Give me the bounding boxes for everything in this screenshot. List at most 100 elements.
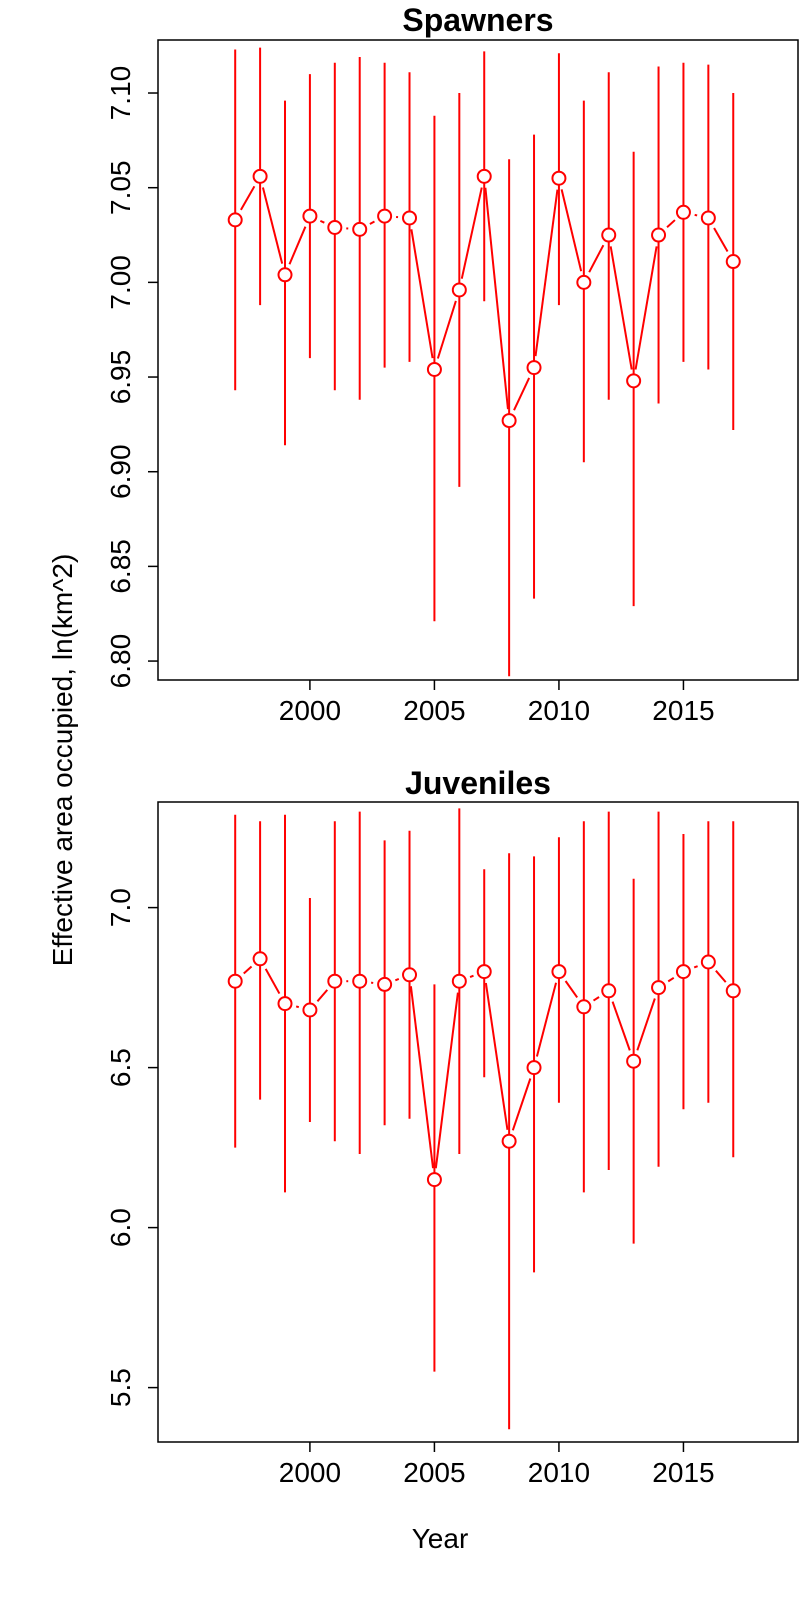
juveniles-connector	[715, 970, 727, 983]
spawners-point	[327, 219, 343, 235]
juveniles-point	[626, 1053, 642, 1069]
spawners-connector	[369, 220, 375, 225]
spawners-panel: Spawners 2000 2005 2010 2015 6.806.856.906.…	[105, 2, 799, 726]
juveniles-connector	[264, 968, 281, 995]
spawners-connector	[534, 189, 559, 357]
juveniles-x-tick-label: 2010	[528, 1457, 590, 1488]
spawners-point	[377, 208, 393, 224]
juveniles-connector	[243, 965, 253, 975]
spawners-point	[277, 267, 293, 283]
juveniles-point	[526, 1060, 542, 1076]
spawners-point	[501, 413, 517, 429]
juveniles-point	[551, 964, 567, 980]
juveniles-y-tick-label: 5.5	[105, 1368, 136, 1407]
juveniles-point	[451, 973, 467, 989]
spawners-x-tick-label: 2000	[279, 695, 341, 726]
spawners-point	[576, 274, 592, 290]
juveniles-point	[402, 967, 418, 983]
spawners-point	[402, 210, 418, 226]
juveniles-point	[426, 1172, 442, 1188]
juveniles-plot-frame	[157, 801, 799, 1443]
juveniles-point	[675, 964, 691, 980]
juveniles-connector	[434, 992, 459, 1169]
spawners-point	[352, 221, 368, 237]
spawners-connector	[261, 187, 284, 264]
spawners-x-tick-label: 2015	[652, 695, 714, 726]
juveniles-title: Juveniles	[405, 765, 551, 801]
juveniles-point	[601, 983, 617, 999]
spawners-connector	[240, 185, 256, 211]
spawners-plot-frame	[157, 39, 799, 681]
juveniles-y-axis: 5.5 6.0 6.5 7.0	[105, 888, 158, 1407]
spawners-point	[626, 373, 642, 389]
spawners-connector	[713, 227, 729, 253]
juveniles-y-tick-label: 6.5	[105, 1048, 136, 1087]
juveniles-connector	[511, 1078, 532, 1131]
spawners-connector	[410, 229, 434, 359]
spawners-point	[601, 227, 617, 243]
juveniles-x-tick-label: 2015	[652, 1457, 714, 1488]
y-axis-title: Effective area occupied, ln(km^2)	[47, 554, 78, 967]
spawners-connector	[694, 213, 698, 217]
spawners-connectors	[240, 185, 729, 411]
spawners-point	[551, 170, 567, 186]
juveniles-point	[725, 983, 741, 999]
spawners-x-tick-label: 2010	[528, 695, 590, 726]
spawners-y-tick-label: 6.95	[105, 350, 136, 405]
juveniles-connector	[484, 982, 509, 1130]
spawners-point	[451, 282, 467, 298]
spawners-x-tick-label: 2005	[403, 695, 465, 726]
juveniles-connector	[409, 986, 435, 1169]
juveniles-connector	[693, 965, 698, 969]
juveniles-point	[651, 980, 667, 996]
juveniles-connector	[469, 974, 474, 978]
juveniles-connector	[611, 1001, 631, 1051]
juveniles-point	[302, 1002, 318, 1018]
spawners-y-tick-label: 6.80	[105, 634, 136, 689]
spawners-point	[302, 208, 318, 224]
spawners-point	[651, 227, 667, 243]
spawners-points	[227, 168, 741, 429]
juveniles-points	[227, 951, 741, 1188]
juveniles-point	[227, 973, 243, 989]
spawners-connector	[588, 244, 605, 273]
juveniles-connector	[636, 998, 656, 1051]
juveniles-point	[352, 973, 368, 989]
juveniles-y-tick-label: 6.0	[105, 1208, 136, 1247]
juveniles-panel: Juveniles 2000 2005 2010 2015 5.5 6.0 6.5 7.0	[105, 765, 799, 1488]
spawners-y-tick-label: 7.00	[105, 255, 136, 310]
spawners-connector	[460, 187, 483, 279]
spawners-y-axis: 6.80 6.85 6.90 6.95 7.00 7.05 7.10	[105, 66, 158, 689]
juveniles-point	[377, 976, 393, 992]
juveniles-connector	[592, 996, 600, 1002]
juveniles-connectors	[243, 965, 727, 1169]
juveniles-x-axis: 2000 2005 2010 2015	[279, 1442, 715, 1488]
juveniles-connector	[316, 989, 329, 1002]
juveniles-connector	[564, 980, 579, 998]
spawners-connector	[436, 300, 457, 359]
spawners-connector	[634, 246, 658, 370]
spawners-connector	[288, 226, 307, 265]
juveniles-connector	[667, 976, 675, 983]
juveniles-connector	[295, 1005, 300, 1009]
spawners-point	[526, 360, 542, 376]
juveniles-point	[277, 996, 293, 1012]
spawners-point	[700, 210, 716, 226]
spawners-connector	[609, 246, 633, 370]
juveniles-point	[576, 999, 592, 1015]
juveniles-point	[327, 973, 343, 989]
spawners-connector	[319, 219, 325, 224]
spawners-point	[725, 254, 741, 270]
juveniles-point	[252, 951, 268, 967]
juveniles-x-tick-label: 2000	[279, 1457, 341, 1488]
spawners-point	[252, 168, 268, 184]
spawners-x-axis: 2000 2005 2010 2015	[279, 680, 715, 726]
juveniles-point	[501, 1133, 517, 1149]
spawners-point	[476, 168, 492, 184]
x-axis-title: Year	[412, 1523, 469, 1554]
spawners-y-tick-label: 6.85	[105, 539, 136, 594]
spawners-title: Spawners	[402, 2, 553, 38]
juveniles-error-bars	[234, 808, 735, 1430]
spawners-y-tick-label: 7.05	[105, 160, 136, 215]
